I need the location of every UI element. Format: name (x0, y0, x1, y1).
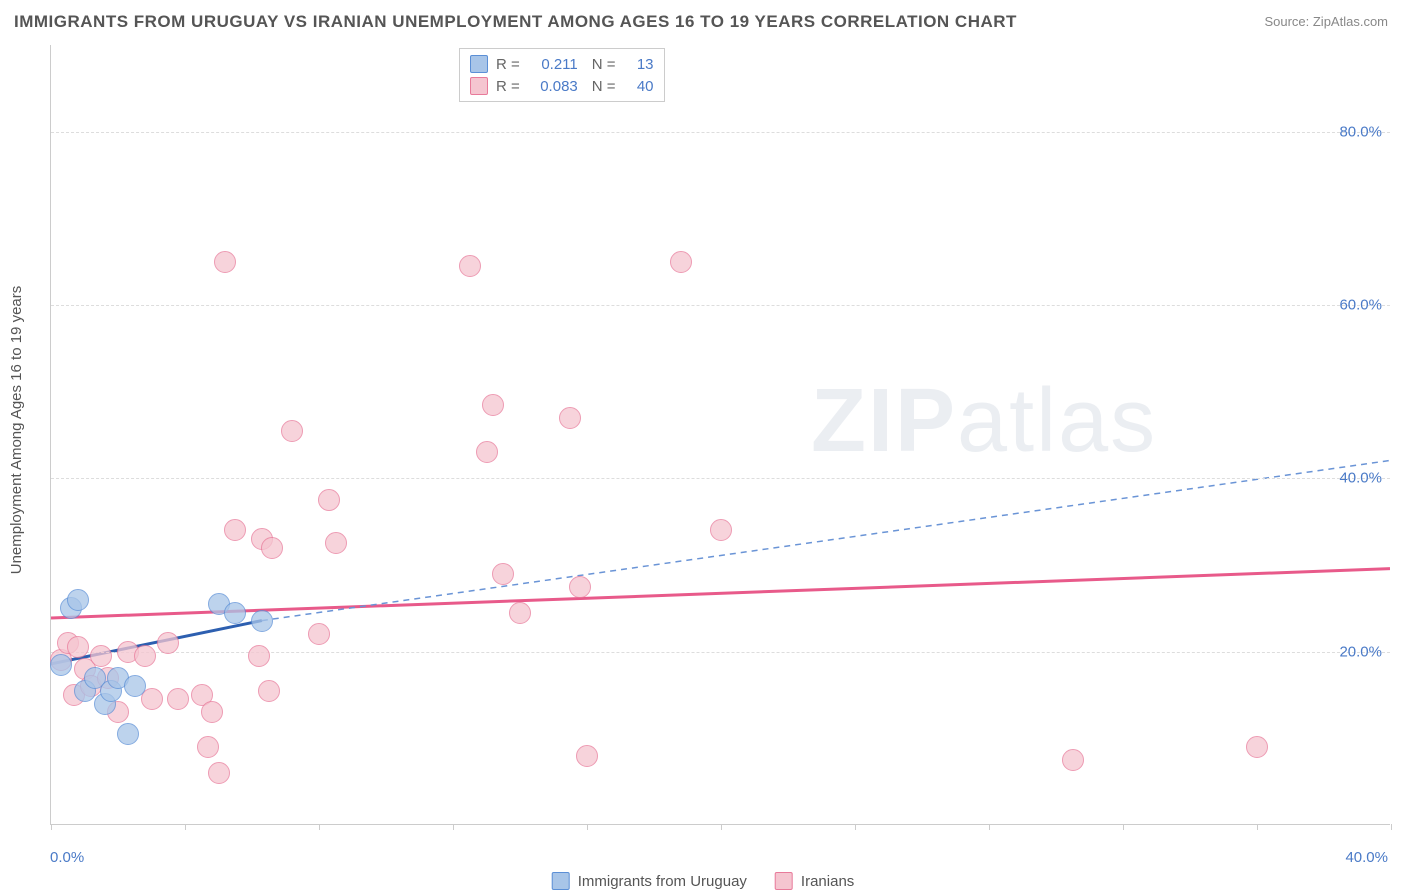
data-point (248, 645, 270, 667)
data-point (281, 420, 303, 442)
legend-item: Iranians (775, 872, 854, 890)
y-tick-label: 80.0% (1339, 123, 1382, 140)
legend-row: R = 0.211 N = 13 (470, 53, 654, 75)
data-point (214, 251, 236, 273)
data-point (167, 688, 189, 710)
legend-row: R = 0.083 N = 40 (470, 75, 654, 97)
watermark-light: atlas (957, 371, 1157, 471)
data-point (670, 251, 692, 273)
grid-line (51, 305, 1390, 306)
series-legend: Immigrants from Uruguay Iranians (552, 872, 855, 890)
n-value: 13 (624, 56, 654, 73)
n-value: 40 (624, 78, 654, 95)
legend-swatch (552, 872, 570, 890)
data-point (201, 701, 223, 723)
y-tick-label: 20.0% (1339, 643, 1382, 660)
data-point (157, 632, 179, 654)
data-point (261, 537, 283, 559)
y-tick-label: 60.0% (1339, 297, 1382, 314)
n-label: N = (592, 78, 616, 95)
data-point (90, 645, 112, 667)
x-tick (1123, 824, 1124, 830)
x-tick (319, 824, 320, 830)
r-label: R = (496, 78, 520, 95)
plot-area: ZIPatlas R = 0.211 N = 13 R = 0.083 N = 40 20.0… (50, 45, 1390, 825)
data-point (476, 441, 498, 463)
data-point (1062, 749, 1084, 771)
r-label: R = (496, 56, 520, 73)
data-point (251, 610, 273, 632)
data-point (710, 519, 732, 541)
r-value: 0.083 (528, 78, 578, 95)
data-point (559, 407, 581, 429)
data-point (67, 589, 89, 611)
data-point (67, 636, 89, 658)
data-point (1246, 736, 1268, 758)
data-point (258, 680, 280, 702)
legend-label: Immigrants from Uruguay (578, 873, 747, 890)
x-tick (721, 824, 722, 830)
legend-item: Immigrants from Uruguay (552, 872, 747, 890)
legend-swatch (470, 55, 488, 73)
source-attribution: Source: ZipAtlas.com (1264, 14, 1388, 29)
data-point (50, 654, 72, 676)
watermark: ZIPatlas (811, 370, 1157, 473)
data-point (224, 519, 246, 541)
data-point (576, 745, 598, 767)
y-axis-label: Unemployment Among Ages 16 to 19 years (8, 286, 25, 575)
r-value: 0.211 (528, 56, 578, 73)
chart-title: IMMIGRANTS FROM URUGUAY VS IRANIAN UNEMP… (14, 12, 1017, 32)
n-label: N = (592, 56, 616, 73)
grid-line (51, 132, 1390, 133)
data-point (208, 762, 230, 784)
data-point (124, 675, 146, 697)
x-tick (989, 824, 990, 830)
data-point (492, 563, 514, 585)
x-axis-end-label: 40.0% (1345, 849, 1388, 866)
legend-swatch (775, 872, 793, 890)
x-tick (1257, 824, 1258, 830)
grid-line (51, 478, 1390, 479)
x-tick (1391, 824, 1392, 830)
data-point (569, 576, 591, 598)
watermark-bold: ZIP (811, 371, 957, 471)
y-tick-label: 40.0% (1339, 470, 1382, 487)
data-point (482, 394, 504, 416)
data-point (459, 255, 481, 277)
correlation-legend: R = 0.211 N = 13 R = 0.083 N = 40 (459, 48, 665, 102)
x-axis-start-label: 0.0% (50, 849, 84, 866)
trend-lines (51, 45, 1390, 824)
data-point (325, 532, 347, 554)
x-tick (453, 824, 454, 830)
legend-label: Iranians (801, 873, 854, 890)
data-point (318, 489, 340, 511)
x-tick (185, 824, 186, 830)
data-point (197, 736, 219, 758)
data-point (224, 602, 246, 624)
data-point (134, 645, 156, 667)
x-tick (587, 824, 588, 830)
legend-swatch (470, 77, 488, 95)
x-tick (51, 824, 52, 830)
data-point (308, 623, 330, 645)
x-tick (855, 824, 856, 830)
data-point (117, 723, 139, 745)
data-point (509, 602, 531, 624)
